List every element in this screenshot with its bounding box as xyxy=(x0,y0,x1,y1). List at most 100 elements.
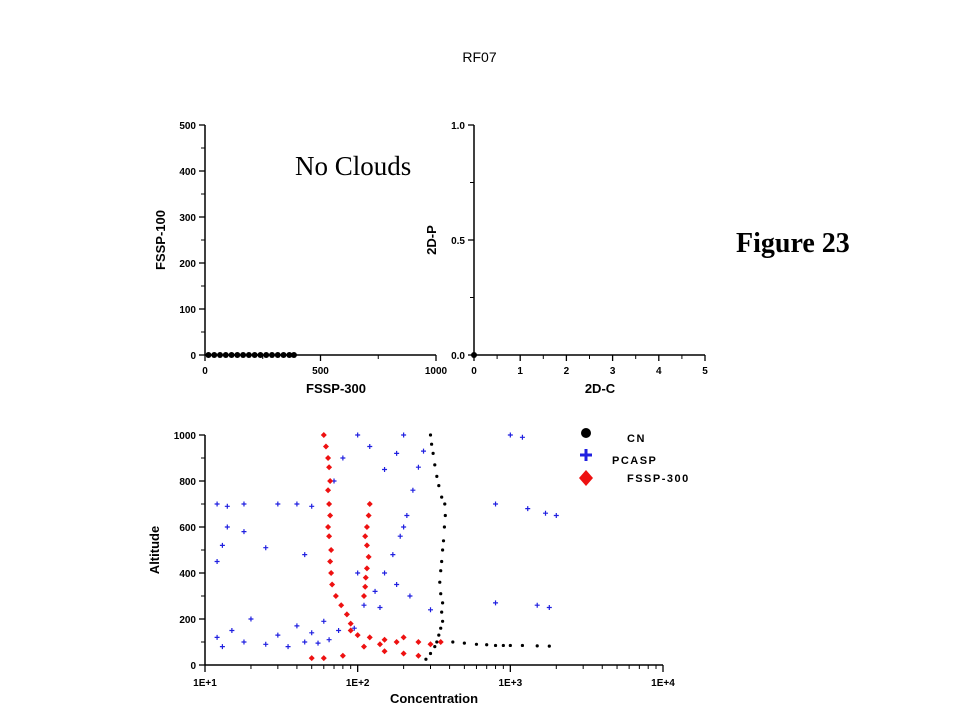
chart3-point-fssp-300 xyxy=(347,620,354,627)
chart3-point-cn xyxy=(440,559,444,564)
chart2-xtick-label: 0 xyxy=(471,366,477,377)
chart3-point-pcasp xyxy=(372,588,378,594)
chart3-point-pcasp xyxy=(214,501,220,507)
chart2-data-point xyxy=(471,352,477,358)
chart1-data-point xyxy=(234,352,241,358)
chart3-point-cn xyxy=(443,513,447,518)
chart3-point-pcasp xyxy=(315,640,321,646)
chart3-point-fssp-300 xyxy=(347,627,354,634)
chart3-point-pcasp xyxy=(241,529,247,535)
chart3-ytick-label: 1000 xyxy=(174,431,197,442)
legend-cn-label: CN xyxy=(627,433,646,445)
chart3-point-cn xyxy=(442,525,447,529)
chart3-point-cn xyxy=(535,644,539,648)
chart3-y-axis-label: Altitude xyxy=(147,526,162,574)
chart3-point-pcasp xyxy=(275,632,281,638)
chart3-point-fssp-300 xyxy=(326,501,333,507)
chart3-point-cn xyxy=(424,657,428,661)
legend-cn-marker xyxy=(581,428,591,438)
chart1-ytick-label: 200 xyxy=(179,259,196,270)
chart3-point-pcasp xyxy=(275,501,281,507)
chart3-point-fssp-300 xyxy=(327,558,334,565)
chart3-point-cn xyxy=(547,644,551,648)
chart3-point-pcasp xyxy=(394,582,400,587)
chart3-point-fssp-300 xyxy=(376,641,383,648)
chart3-point-pcasp xyxy=(355,432,361,438)
chart3-point-pcasp xyxy=(229,628,235,633)
chart3-point-cn xyxy=(439,569,443,573)
chart2-xtick-label: 1 xyxy=(517,366,523,377)
chart3-xtick-label: 1E+3 xyxy=(499,678,523,689)
chart-altitude-vs-concentration: 0 200 400 600 800 1000 1E+1 1E+2 1E+3 1E+4 Conce… xyxy=(147,428,688,706)
chart3-point-cn xyxy=(474,642,479,646)
chart3-point-pcasp xyxy=(421,448,427,454)
chart3-point-pcasp xyxy=(224,524,230,530)
chart3-xtick-label: 1E+4 xyxy=(651,678,675,689)
chart3-point-cn xyxy=(440,610,444,614)
chart3-point-pcasp xyxy=(302,552,308,558)
chart3-point-cn xyxy=(440,601,445,605)
chart3-point-pcasp xyxy=(248,616,254,622)
chart3-point-cn xyxy=(508,643,512,648)
chart3-point-pcasp xyxy=(367,444,373,449)
chart3-point-pcasp xyxy=(355,570,361,576)
chart3-point-pcasp xyxy=(285,644,291,650)
chart1-xtick-label: 1000 xyxy=(425,366,448,377)
page-title: RF07 xyxy=(462,49,497,65)
chart3-point-pcasp xyxy=(519,434,525,440)
chart3-ytick-label: 600 xyxy=(179,523,196,534)
chart1-data-point xyxy=(222,352,229,358)
chart3-point-cn xyxy=(435,640,439,644)
chart3-point-pcasp xyxy=(407,593,413,599)
chart1-ytick-label: 100 xyxy=(179,305,196,316)
chart3-point-pcasp xyxy=(397,533,403,539)
chart1-data-point xyxy=(240,352,247,358)
chart3-point-pcasp xyxy=(294,501,300,507)
chart3-point-fssp-300 xyxy=(363,565,370,572)
chart3-point-fssp-300 xyxy=(308,655,315,662)
chart3-point-fssp-300 xyxy=(338,602,345,609)
chart2-xtick-label: 5 xyxy=(702,366,708,377)
chart-2dp-vs-2dc: 0.0 0.5 1.0 0 1 2 3 4 5 2D-C 2D-P xyxy=(424,121,708,396)
chart2-ytick-label: 1.0 xyxy=(451,121,465,132)
chart3-point-fssp-300 xyxy=(365,553,372,560)
chart1-data-point xyxy=(280,352,287,358)
chart1-xtick-label: 500 xyxy=(312,366,329,377)
chart3-point-fssp-300 xyxy=(427,641,434,648)
chart3-point-cn xyxy=(431,451,435,455)
chart3-legend: CN PCASP FSSP-300 xyxy=(579,428,688,486)
chart3-point-pcasp xyxy=(401,432,407,438)
chart3-point-fssp-300 xyxy=(415,639,422,645)
chart3-point-cn xyxy=(428,433,433,437)
chart3-point-fssp-300 xyxy=(366,634,373,641)
chart3-point-pcasp xyxy=(507,432,513,438)
chart3-point-pcasp xyxy=(340,455,346,461)
chart3-point-pcasp xyxy=(394,450,400,456)
chart1-ytick-label: 500 xyxy=(179,121,196,132)
chart1-data-point xyxy=(263,352,270,358)
chart3-point-cn xyxy=(437,633,441,637)
chart3-point-fssp-300 xyxy=(381,636,388,643)
chart3-point-pcasp xyxy=(214,559,220,564)
chart3-point-pcasp xyxy=(302,639,308,645)
chart2-xtick-label: 2 xyxy=(564,366,570,377)
chart3-point-pcasp xyxy=(493,600,499,606)
chart3-point-fssp-300 xyxy=(393,639,400,645)
chart3-point-cn xyxy=(439,626,443,630)
chart1-data-point xyxy=(217,352,224,358)
chart3-point-cn xyxy=(437,484,441,488)
chart3-point-pcasp xyxy=(263,545,269,551)
chart3-point-pcasp xyxy=(404,513,410,518)
chart3-point-cn xyxy=(428,651,433,656)
chart3-point-cn xyxy=(493,643,498,648)
chart3-point-cn xyxy=(438,580,442,584)
chart3-point-pcasp xyxy=(351,625,357,631)
chart1-data-point xyxy=(257,352,264,358)
chart3-point-pcasp xyxy=(415,464,421,470)
chart3-point-cn xyxy=(430,442,434,446)
chart1-annotation: No Clouds xyxy=(295,151,411,181)
chart3-point-pcasp xyxy=(214,634,220,640)
chart3-point-cn xyxy=(501,643,505,648)
chart1-ytick-label: 300 xyxy=(179,213,196,224)
